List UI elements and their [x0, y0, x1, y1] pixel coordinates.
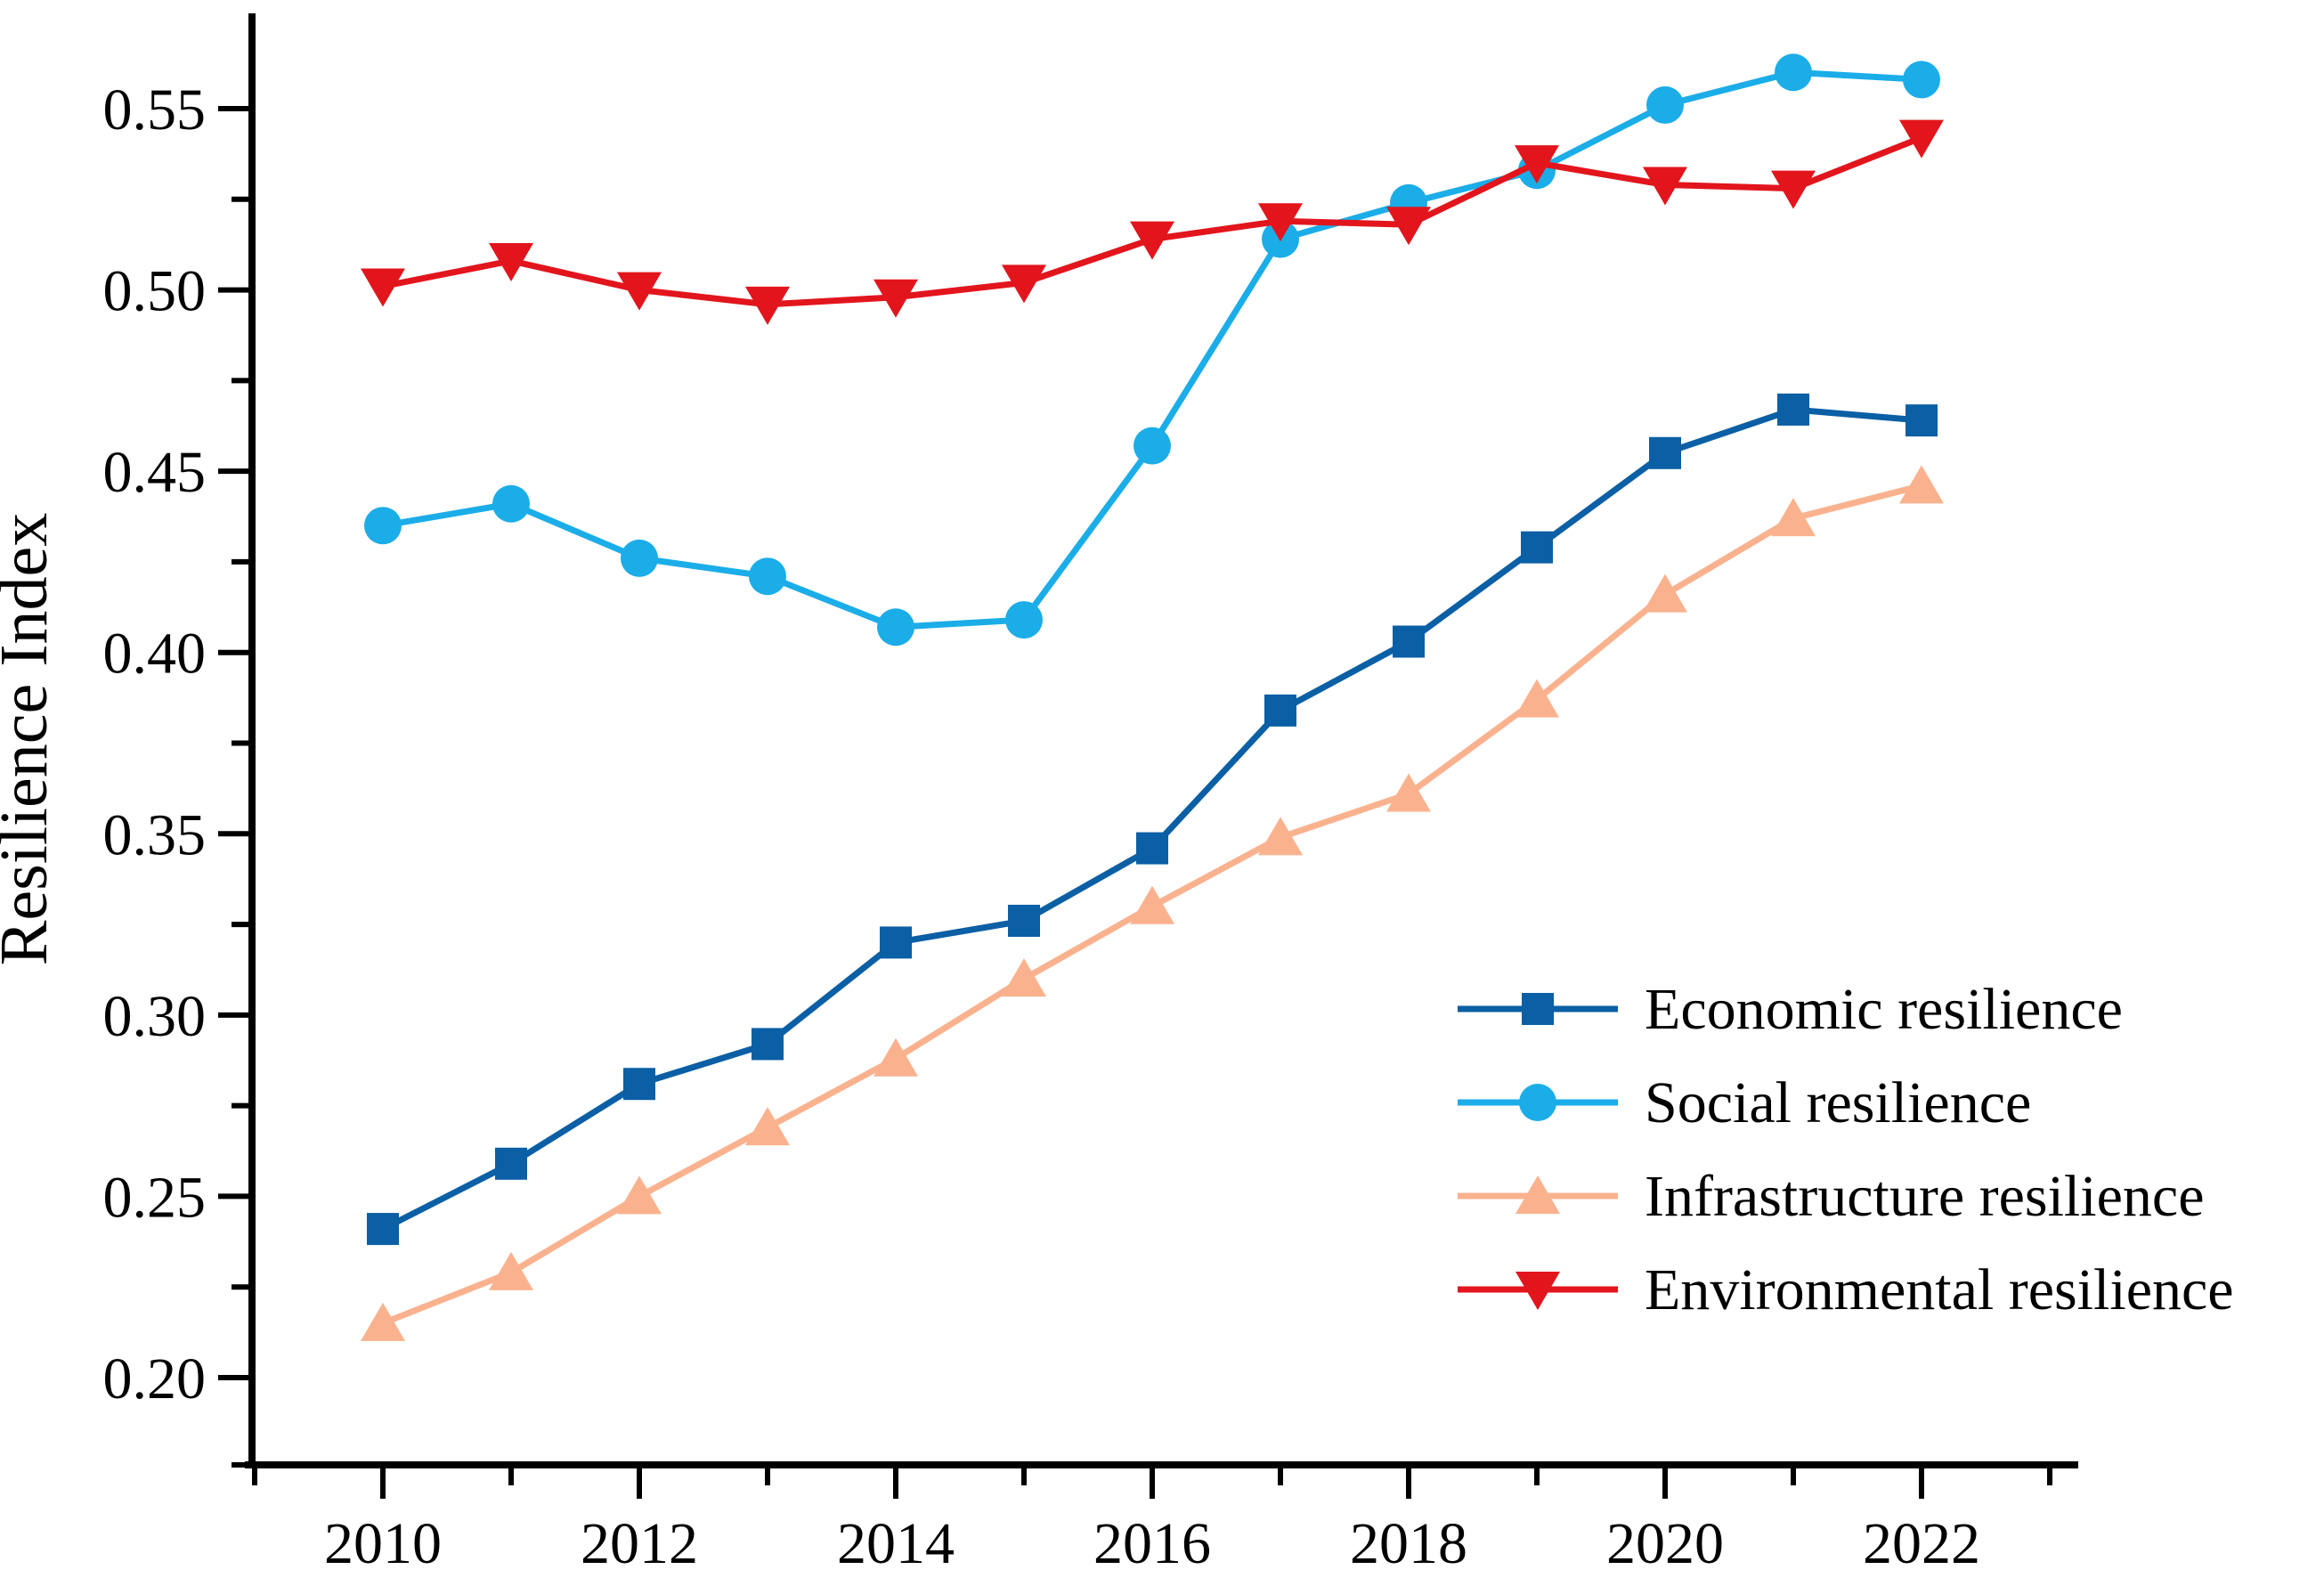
y-tick-label: 0.25 [103, 1165, 207, 1230]
y-axis-title: Resilience Index [0, 513, 61, 966]
marker-social-2014 [877, 608, 914, 647]
marker-infrastructure-2010 [361, 1302, 405, 1341]
legend-label-infrastructure: Infrastructure resilience [1645, 1164, 2204, 1229]
marker-environmental-2016 [1130, 221, 1174, 260]
marker-infrastructure-2017 [1258, 817, 1303, 856]
marker-social-2016 [1134, 427, 1171, 465]
marker-economic-2012 [623, 1068, 655, 1101]
legend-marker-social [1519, 1084, 1556, 1121]
y-tick-label: 0.20 [103, 1346, 207, 1411]
marker-social-2013 [749, 557, 786, 596]
y-tick-label: 0.45 [103, 440, 207, 505]
marker-economic-2019 [1521, 531, 1553, 564]
y-tick-label: 0.50 [103, 259, 207, 324]
marker-environmental-2021 [1771, 170, 1816, 209]
x-tick-label: 2012 [581, 1511, 698, 1576]
x-tick-label: 2016 [1093, 1511, 1211, 1576]
series-line-social [382, 69, 1922, 630]
marker-economic-2015 [1008, 905, 1040, 937]
y-tick-label: 0.30 [103, 984, 207, 1049]
x-tick-label: 2020 [1606, 1511, 1724, 1576]
x-tick-label: 2014 [837, 1511, 955, 1576]
marker-infrastructure-2014 [874, 1037, 918, 1077]
marker-infrastructure-2016 [1130, 885, 1174, 924]
marker-infrastructure-2012 [617, 1175, 662, 1215]
x-tick-label: 2010 [324, 1511, 442, 1576]
legend-label-social: Social resilience [1645, 1070, 2031, 1135]
marker-environmental-2011 [489, 243, 533, 281]
y-tick-label: 0.40 [103, 622, 207, 687]
legend-marker-economic [1522, 993, 1554, 1025]
marker-economic-2022 [1906, 404, 1938, 437]
y-tick-label: 0.55 [103, 77, 207, 142]
x-tick-label: 2022 [1863, 1511, 1980, 1576]
marker-environmental-2017 [1258, 203, 1303, 242]
marker-environmental-2010 [361, 268, 405, 307]
marker-economic-2010 [367, 1213, 399, 1246]
legend-marker-infrastructure [1515, 1175, 1560, 1214]
legend-label-economic: Economic resilience [1645, 977, 2123, 1042]
marker-environmental-2019 [1515, 145, 1559, 184]
marker-social-2011 [492, 484, 530, 523]
legend-marker-environmental [1515, 1272, 1560, 1310]
marker-social-2020 [1646, 85, 1684, 124]
marker-economic-2021 [1777, 393, 1809, 426]
marker-environmental-2020 [1643, 167, 1687, 206]
marker-economic-2018 [1393, 625, 1425, 658]
marker-economic-2017 [1264, 694, 1296, 727]
marker-infrastructure-2021 [1771, 498, 1816, 537]
marker-economic-2016 [1136, 832, 1168, 865]
marker-infrastructure-2018 [1386, 773, 1431, 812]
marker-infrastructure-2022 [1899, 465, 1944, 504]
marker-environmental-2013 [745, 286, 790, 325]
marker-economic-2020 [1649, 436, 1681, 469]
marker-social-2015 [1005, 601, 1043, 639]
series-line-environmental [382, 134, 1923, 308]
marker-infrastructure-2015 [1002, 958, 1046, 997]
marker-environmental-2015 [1002, 264, 1046, 304]
marker-infrastructure-2011 [489, 1251, 533, 1290]
marker-social-2021 [1775, 53, 1812, 92]
chart-root: 0.20 0.25 0.30 0.35 0.40 0.45 0.50 0.55 2010 2012… [103, 13, 2234, 1576]
marker-social-2012 [621, 539, 658, 577]
marker-environmental-2014 [874, 279, 918, 318]
y-tick-label: 0.35 [103, 802, 207, 867]
marker-environmental-2012 [617, 272, 662, 311]
marker-social-2010 [364, 507, 402, 545]
marker-infrastructure-2020 [1643, 573, 1687, 613]
marker-economic-2011 [495, 1147, 527, 1180]
marker-economic-2013 [752, 1028, 784, 1061]
legend-label-environmental: Environmental resilience [1645, 1257, 2234, 1322]
marker-social-2022 [1903, 61, 1940, 99]
marker-environmental-2022 [1899, 119, 1944, 159]
marker-infrastructure-2019 [1515, 679, 1559, 718]
marker-environmental-2018 [1386, 207, 1431, 246]
x-tick-label: 2018 [1350, 1511, 1467, 1576]
marker-economic-2014 [880, 926, 912, 959]
marker-infrastructure-2013 [745, 1107, 790, 1146]
